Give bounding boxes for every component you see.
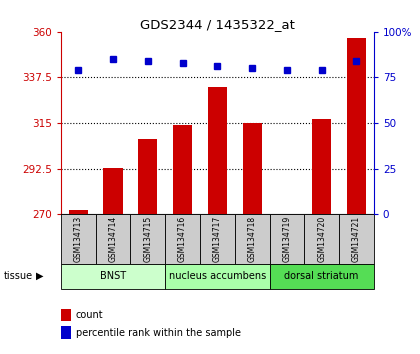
Bar xyxy=(208,86,227,214)
Text: ▶: ▶ xyxy=(36,271,43,281)
Bar xyxy=(69,210,88,214)
Title: GDS2344 / 1435322_at: GDS2344 / 1435322_at xyxy=(140,18,295,31)
Bar xyxy=(312,119,331,214)
Text: GSM134719: GSM134719 xyxy=(282,216,291,262)
Text: GSM134715: GSM134715 xyxy=(143,216,152,262)
Text: GSM134713: GSM134713 xyxy=(74,216,83,262)
Bar xyxy=(165,214,200,264)
Text: GSM134716: GSM134716 xyxy=(178,216,187,262)
Bar xyxy=(339,214,374,264)
Bar xyxy=(243,123,262,214)
Bar xyxy=(173,125,192,214)
Bar xyxy=(61,214,96,264)
Bar xyxy=(304,214,339,264)
Text: GSM134721: GSM134721 xyxy=(352,216,361,262)
Text: percentile rank within the sample: percentile rank within the sample xyxy=(76,328,241,338)
Text: GSM134714: GSM134714 xyxy=(108,216,118,262)
Bar xyxy=(165,264,270,289)
Text: count: count xyxy=(76,310,103,320)
Bar xyxy=(138,139,158,214)
Text: GSM134717: GSM134717 xyxy=(213,216,222,262)
Text: nucleus accumbens: nucleus accumbens xyxy=(169,271,266,281)
Text: tissue: tissue xyxy=(4,271,33,281)
Bar xyxy=(270,214,304,264)
Bar xyxy=(347,38,366,214)
Bar xyxy=(270,264,374,289)
Text: GSM134720: GSM134720 xyxy=(317,216,326,262)
Bar xyxy=(200,214,235,264)
Bar xyxy=(131,214,165,264)
Bar xyxy=(61,264,165,289)
Text: GSM134718: GSM134718 xyxy=(248,216,257,262)
Text: BNST: BNST xyxy=(100,271,126,281)
Bar xyxy=(96,214,131,264)
Bar xyxy=(235,214,270,264)
Bar xyxy=(103,167,123,214)
Text: dorsal striatum: dorsal striatum xyxy=(284,271,359,281)
